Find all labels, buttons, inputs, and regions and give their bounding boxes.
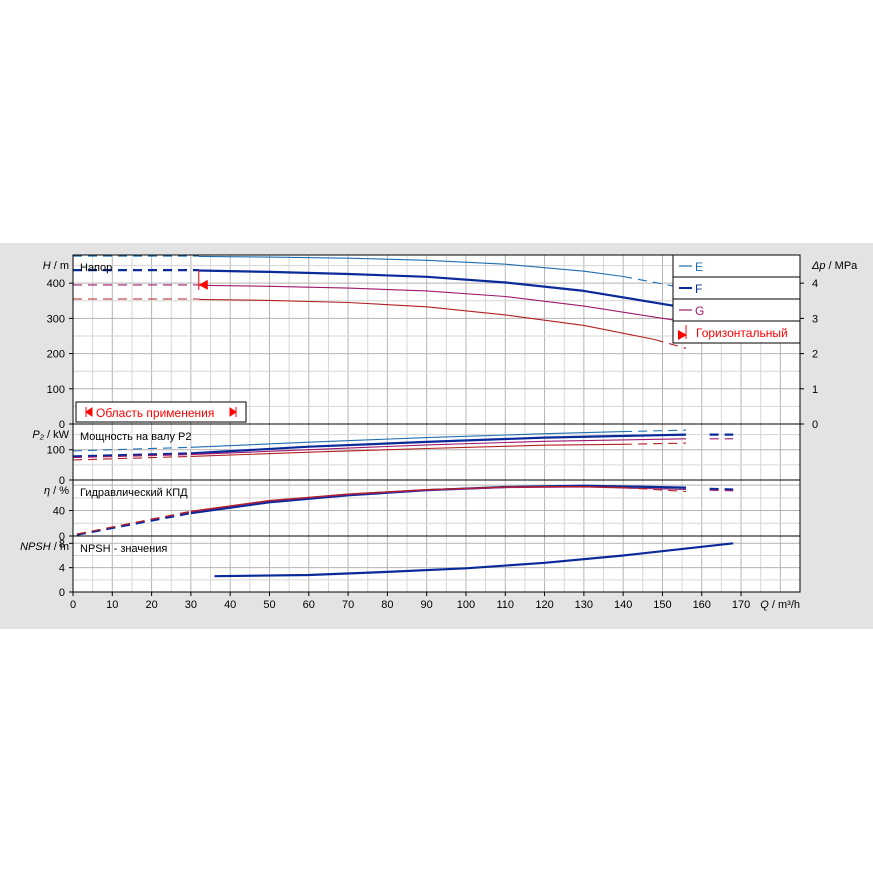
y-tick-label-npsh: 4 [59,563,65,575]
series-G-power [190,438,687,456]
series-H-head-dashed-end [654,338,687,349]
legend-label-H: Горизонтальный [696,326,788,340]
x-tick-label: 70 [342,599,354,611]
x-tick-label: 10 [106,599,118,611]
series-H-power [190,443,624,457]
series-E-power-dashed [72,446,191,452]
x-tick-label: 170 [732,599,750,611]
series-E-power-dashed-end [623,429,687,433]
y-tick-label-efficiency: 40 [53,506,65,518]
y-tick-label-head: 400 [47,278,65,290]
y-axis-symbol: η [44,485,50,497]
x-axis-unit: / m³/h [769,599,800,611]
series-F-efficiency-dashed-end [709,487,734,491]
y-tick-label-power: 0 [59,475,65,487]
series-H-head [198,298,655,341]
y-axis-symbol: NPSH [20,541,51,553]
series-F-efficiency-dashed [76,512,192,536]
right-axis-unit: / MPa [826,260,859,272]
series-H-efficiency-dashed [76,510,192,535]
y-tick-label-power: 100 [47,445,65,457]
y-tick-label-efficiency: 0 [59,531,65,543]
series-G-head [198,284,687,323]
left-arrow-icon [85,407,93,417]
x-tick-label: 20 [145,599,157,611]
series-F-power [190,433,687,455]
series-F-power-dashed [72,452,191,458]
x-tick-label: 140 [614,599,632,611]
y-tick-label-npsh: 0 [59,587,65,599]
x-tick-label: 130 [575,599,593,611]
series-E-head [198,255,624,278]
x-tick-label: 120 [535,599,553,611]
x-tick-label: 80 [381,599,393,611]
legend-label-G: G [695,304,704,318]
series-F-head [198,269,687,309]
application-area-box [75,401,247,423]
series-G-efficiency-dashed-end [709,489,734,492]
right-tick-label: 3 [812,313,818,325]
x-tick-label: 90 [421,599,433,611]
panel-title-efficiency: Гидравлический КПД [80,487,188,499]
y-axis-unit: / m [51,541,69,553]
right-axis-label: Δp / MPa [811,260,858,272]
y-axis-label-power: P₂ / kW [32,429,69,441]
legend-row-E [672,254,801,278]
x-tick-label: 150 [653,599,671,611]
panel-title-npsh: NPSH - значения [80,543,167,555]
x-tick-label: 40 [224,599,236,611]
panel-frame-npsh [72,535,801,593]
right-tick-label: 2 [812,349,818,361]
x-tick-label: 30 [185,599,197,611]
series-G-power-dashed [72,454,191,459]
application-area-label: Область применения [96,406,214,420]
series-H-efficiency [190,485,624,512]
plot-area-power [73,424,800,480]
series-F-npsh [214,542,734,578]
duty-marker-arrow-icon [198,279,208,290]
series-H-power-dashed-end [623,442,687,445]
y-axis-label-npsh: NPSH / m [20,541,69,553]
series-H-efficiency-dashed-end [623,487,687,493]
y-axis-unit: / m [51,260,69,272]
x-tick-label: 50 [263,599,275,611]
legend-label-F: F [695,282,702,296]
x-tick-label: 160 [693,599,711,611]
right-tick-label: 0 [812,419,818,431]
y-tick-label-head: 200 [47,349,65,361]
legend-marker-arrow-icon [678,330,687,340]
right-tick-label: 4 [812,278,818,290]
y-axis-unit: / % [50,485,69,497]
right-tick-label: 1 [812,384,818,396]
legend-label-E: E [695,260,703,274]
y-axis-label-head: H / m [43,260,69,272]
y-axis-label-efficiency: η / % [44,485,69,497]
y-axis-symbol: P₂ [32,429,44,441]
right-arrow-icon [229,407,237,417]
y-axis-symbol: H [43,260,51,272]
legend-row-F [672,276,801,300]
x-tick-label: 0 [70,599,76,611]
y-tick-label-head: 300 [47,313,65,325]
right-axis-symbol: Δp [811,260,826,272]
y-tick-label-head: 0 [59,419,65,431]
y-tick-label-head: 100 [47,384,65,396]
x-axis-symbol: Q [760,599,769,611]
y-tick-label-npsh: 8 [59,538,65,550]
x-tick-label: 110 [496,599,514,611]
legend-row-G [672,298,801,322]
x-tick-label: 60 [303,599,315,611]
x-tick-label: 100 [457,599,475,611]
series-E-power [190,431,624,448]
legend-row-H [672,320,801,344]
plot-area-npsh [73,536,800,592]
x-axis-label: Q / m³/h [760,599,800,611]
chart-panel: 0 100 200 300 400 H / m Напор 0 1 2 3 4 Δp / MPa Обла… [0,243,873,629]
y-axis-unit: / kW [44,429,70,441]
series-H-power-dashed [72,455,191,461]
panel-title-power: Мощность на валу P2 [80,431,192,443]
panel-title-head: Напор [80,262,112,274]
